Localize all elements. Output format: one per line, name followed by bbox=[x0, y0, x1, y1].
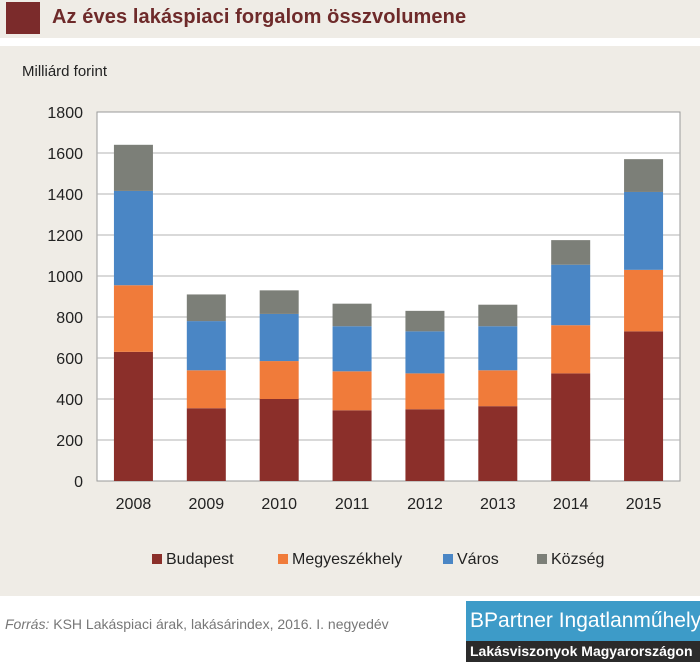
x-tick-label: 2012 bbox=[407, 496, 443, 513]
y-tick-label: 1200 bbox=[47, 228, 83, 245]
brand-name: BPartner Ingatlanműhely bbox=[466, 601, 700, 641]
stacked-bar-chart: 0 200 400 600 800 1000 1200 1400 1600 1800 2008 20… bbox=[22, 63, 681, 568]
chart-title: Az éves lakáspiaci forgalom összvolumene bbox=[52, 6, 467, 28]
y-tick-label: 800 bbox=[56, 310, 83, 327]
bar-segment bbox=[405, 409, 445, 481]
legend-swatch bbox=[152, 554, 162, 564]
brand-badge: BPartner Ingatlanműhely Lakásviszonyok M… bbox=[466, 601, 700, 662]
bar-segment bbox=[186, 294, 226, 322]
legend-label: Község bbox=[551, 551, 604, 568]
bar-segment bbox=[478, 304, 518, 327]
x-tick-label: 2009 bbox=[189, 496, 225, 513]
x-tick-label: 2013 bbox=[480, 496, 516, 513]
x-tick-label: 2010 bbox=[261, 496, 297, 513]
source-text: KSH Lakáspiaci árak, lakásárindex, 2016.… bbox=[49, 616, 389, 632]
y-tick-label: 200 bbox=[56, 433, 83, 450]
source-note: Forrás: KSH Lakáspiaci árak, lakásárinde… bbox=[5, 616, 389, 632]
x-tick-label: 2014 bbox=[553, 496, 589, 513]
bar-segment bbox=[186, 370, 226, 409]
legend-swatch bbox=[278, 554, 288, 564]
bar-segment bbox=[113, 190, 153, 286]
bar-segment bbox=[113, 144, 153, 191]
bar-segment bbox=[624, 331, 664, 481]
bar-segment bbox=[332, 371, 372, 411]
bar-segment bbox=[332, 326, 372, 372]
bar-segment bbox=[113, 285, 153, 352]
bar-segment bbox=[551, 264, 591, 326]
bar-segment bbox=[405, 310, 445, 332]
y-tick-label: 1800 bbox=[47, 105, 83, 122]
bar-segment bbox=[405, 373, 445, 410]
bar-segment bbox=[551, 240, 591, 265]
bar-segment bbox=[186, 321, 226, 371]
y-tick-label: 600 bbox=[56, 351, 83, 368]
bar-segment bbox=[478, 406, 518, 481]
bar-segment bbox=[478, 370, 518, 407]
bar-segment bbox=[624, 191, 664, 270]
bar-segment bbox=[259, 361, 299, 399]
legend-label: Város bbox=[457, 551, 499, 568]
bar-segment bbox=[332, 410, 372, 481]
bar-segment bbox=[259, 313, 299, 362]
bar-segment bbox=[624, 159, 664, 192]
bar-segment bbox=[478, 326, 518, 371]
y-tick-label: 400 bbox=[56, 392, 83, 409]
bar-segment bbox=[405, 331, 445, 374]
x-tick-label: 2008 bbox=[116, 496, 152, 513]
x-tick-label: 2015 bbox=[626, 496, 662, 513]
bar-segment bbox=[332, 303, 372, 327]
bar-segment bbox=[551, 325, 591, 374]
legend-swatch bbox=[443, 554, 453, 564]
title-bar: Az éves lakáspiaci forgalom összvolumene bbox=[0, 0, 700, 38]
x-tick-label: 2011 bbox=[335, 496, 370, 513]
legend-label: Megyeszékhely bbox=[292, 551, 402, 568]
brand-tagline: Lakásviszonyok Magyarországon bbox=[466, 641, 700, 662]
source-prefix: Forrás: bbox=[5, 616, 50, 632]
bar-segment bbox=[259, 399, 299, 481]
bar-segment bbox=[551, 373, 591, 481]
bar-segment bbox=[113, 351, 153, 481]
y-tick-label: 1600 bbox=[47, 146, 83, 163]
bar-segment bbox=[259, 290, 299, 314]
title-marker bbox=[6, 2, 40, 34]
plot-area bbox=[96, 111, 681, 482]
legend-swatch bbox=[537, 554, 547, 564]
bar-segment bbox=[624, 269, 664, 332]
bar-segment bbox=[186, 408, 226, 481]
y-tick-label: 1400 bbox=[47, 187, 83, 204]
legend-label: Budapest bbox=[166, 551, 234, 568]
y-axis-label: Milliárd forint bbox=[22, 63, 108, 80]
y-tick-label: 0 bbox=[74, 474, 83, 491]
y-tick-label: 1000 bbox=[47, 269, 83, 286]
